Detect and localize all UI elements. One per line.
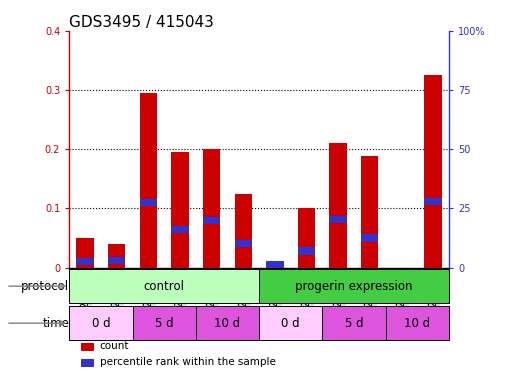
Text: 10 d: 10 d bbox=[214, 317, 241, 329]
Text: time: time bbox=[43, 317, 69, 329]
Text: 5 d: 5 d bbox=[155, 317, 173, 329]
Bar bbox=[234, 240, 252, 248]
Text: protocol: protocol bbox=[21, 280, 69, 293]
Bar bbox=[108, 257, 125, 264]
Text: 5 d: 5 d bbox=[345, 317, 363, 329]
Bar bbox=[203, 149, 220, 268]
Bar bbox=[171, 225, 189, 233]
Text: 0 d: 0 d bbox=[92, 317, 110, 329]
Text: 10 d: 10 d bbox=[404, 317, 430, 329]
Bar bbox=[361, 235, 379, 242]
Bar bbox=[203, 217, 220, 224]
Bar bbox=[81, 359, 94, 367]
Bar bbox=[266, 260, 284, 268]
Bar bbox=[266, 263, 284, 268]
Bar bbox=[69, 270, 259, 303]
Bar bbox=[140, 199, 157, 206]
Text: 0 d: 0 d bbox=[282, 317, 300, 329]
Bar bbox=[329, 215, 347, 223]
Text: control: control bbox=[144, 280, 185, 293]
Bar bbox=[329, 143, 347, 268]
Bar bbox=[234, 194, 252, 268]
Bar bbox=[196, 306, 259, 340]
Bar bbox=[298, 248, 315, 255]
Text: percentile rank within the sample: percentile rank within the sample bbox=[100, 357, 275, 367]
Bar bbox=[424, 75, 442, 268]
Bar bbox=[386, 306, 449, 340]
Text: progerin expression: progerin expression bbox=[295, 280, 413, 293]
Bar bbox=[298, 209, 315, 268]
Text: count: count bbox=[100, 341, 129, 351]
Bar bbox=[140, 93, 157, 268]
Bar bbox=[108, 244, 125, 268]
Bar bbox=[259, 306, 322, 340]
Bar bbox=[171, 152, 189, 268]
Bar bbox=[424, 198, 442, 205]
Bar bbox=[322, 306, 386, 340]
Bar bbox=[76, 238, 94, 268]
Bar bbox=[76, 258, 94, 265]
Bar bbox=[132, 306, 196, 340]
Bar bbox=[69, 306, 132, 340]
Bar bbox=[259, 270, 449, 303]
Text: GDS3495 / 415043: GDS3495 / 415043 bbox=[69, 15, 214, 30]
Bar bbox=[361, 156, 379, 268]
Bar bbox=[81, 343, 94, 351]
